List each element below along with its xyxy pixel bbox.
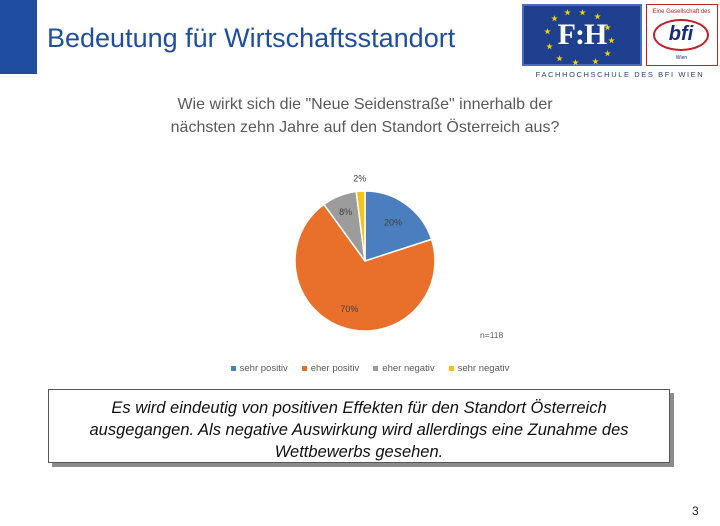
star-icon [604, 50, 611, 57]
chart-title: Wie wirkt sich die "Neue Seidenstraße" i… [170, 96, 560, 136]
pie-data-label: 20% [384, 217, 402, 227]
star-icon [604, 24, 611, 31]
star-icon [579, 9, 586, 16]
star-icon [544, 28, 551, 35]
pie-slice-sehr-negativ [355, 190, 366, 262]
legend-item: sehr negativ [448, 363, 510, 374]
pie-slice-sehr-positiv [364, 190, 433, 263]
logo-area: F:H Eine Gesellschaft des bfi Wien FACHH… [522, 4, 718, 82]
star-icon [556, 55, 563, 62]
legend-item: sehr positiv [230, 363, 288, 374]
star-icon [608, 37, 615, 44]
star-icon [551, 15, 558, 22]
bfi-logo-tagline: Eine Gesellschaft des [652, 9, 711, 15]
legend-label: sehr positiv [239, 363, 288, 374]
pie-data-label: 2% [353, 174, 366, 184]
star-icon [594, 13, 601, 20]
chart-legend: sehr positiv eher positiv eher negativ sehr… [200, 363, 540, 374]
bfi-logo-mark: bfi [653, 19, 709, 51]
logo-caption: FACHHOCHSCHULE DES BFI WIEN [535, 70, 705, 79]
legend-label: eher negativ [382, 363, 435, 374]
star-icon [546, 43, 553, 50]
star-icon [572, 59, 579, 66]
legend-swatch [373, 366, 379, 371]
pie-data-label: 8% [339, 207, 352, 217]
bfi-logo-sub: Wien [675, 55, 688, 61]
star-icon [564, 9, 571, 16]
pie-slice-eher-positiv [294, 203, 436, 332]
page-number: 3 [692, 504, 699, 518]
sample-size-note: n=118 [480, 330, 504, 340]
legend-swatch [448, 366, 454, 371]
bfi-logo: Eine Gesellschaft des bfi Wien [646, 4, 718, 66]
legend-swatch [230, 366, 236, 371]
conclusion-callout: Es wird eindeutig von positiven Effekten… [48, 389, 670, 463]
pie-chart: 20% 70% 8% 2% [294, 174, 436, 332]
legend-item: eher negativ [373, 363, 435, 374]
legend-label: eher positiv [310, 363, 360, 374]
title-accent-bar [0, 0, 37, 74]
fh-logo-text: F:H [557, 18, 608, 51]
pie-data-label: 70% [340, 304, 358, 314]
star-icon [592, 58, 599, 65]
legend-item: eher positiv [301, 363, 360, 374]
slide-title: Bedeutung für Wirtschaftsstandort [47, 23, 456, 53]
fh-logo: F:H [522, 4, 642, 66]
legend-label: sehr negativ [457, 363, 510, 374]
legend-swatch [301, 366, 307, 371]
